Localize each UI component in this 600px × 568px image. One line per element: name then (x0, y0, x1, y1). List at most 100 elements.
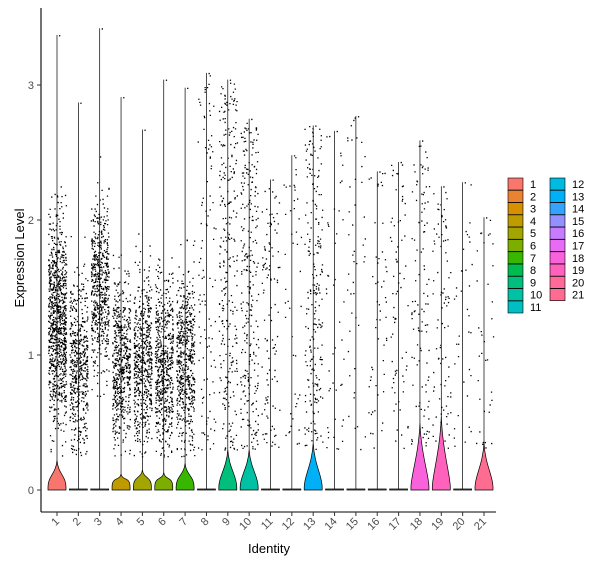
x-tick-label: 18 (408, 516, 425, 533)
x-tick-label: 17 (387, 516, 404, 533)
jitter-points-6 (154, 79, 174, 458)
jitter-points-group-1 (48, 35, 68, 457)
x-tick-label: 8 (199, 516, 212, 529)
jitter-points-9 (218, 79, 239, 451)
legend-key-10 (507, 288, 524, 302)
x-tick-label: 21 (472, 516, 489, 533)
violin-20 (453, 182, 472, 491)
x-tick-label: 19 (429, 516, 446, 533)
x-tick-label: 10 (237, 516, 254, 533)
violin-14 (325, 130, 344, 491)
jitter-points-13 (304, 125, 324, 450)
x-tick-label: 13 (301, 516, 318, 533)
jitter-points-group-5 (133, 129, 153, 458)
x-tick-label: 7 (177, 516, 190, 529)
jitter-points-2 (69, 102, 89, 457)
legend-label-18: 18 (572, 253, 584, 265)
jitter-points-group-12 (283, 155, 303, 445)
x-tick-label: 5 (135, 516, 148, 529)
jitter-points-group-2 (69, 102, 89, 457)
x-axis-title: Identity (248, 541, 290, 556)
violin-13 (303, 125, 323, 491)
jitter-points-21 (476, 217, 495, 449)
violin-18 (410, 140, 430, 491)
legend-label-8: 8 (530, 265, 536, 277)
x-axis: 1 2 3 4 5 6 7 8 9 10 11 12 13 14 15 16 17 18 19 20 21 (41, 511, 496, 533)
legend-label-5: 5 (530, 228, 536, 240)
violin-6 (154, 79, 174, 491)
legend-label-10: 10 (530, 290, 542, 302)
legend-key-6 (507, 239, 524, 252)
jitter-points-group-19 (432, 186, 452, 449)
x-tick-label: 16 (365, 516, 382, 533)
legend-label-12: 12 (572, 179, 584, 191)
legend-label-4: 4 (530, 216, 536, 228)
violin-9 (218, 79, 238, 491)
legend-key-7 (507, 251, 524, 265)
y-tick-label: 2 (28, 215, 34, 227)
violin-3 (90, 28, 110, 491)
x-tick-label: 20 (451, 516, 468, 533)
legend-label-7: 7 (530, 253, 536, 265)
legend-label-20: 20 (572, 277, 584, 289)
jitter-points-14 (325, 130, 345, 450)
jitter-points-group-16 (368, 171, 388, 449)
jitter-points-group-15 (347, 116, 366, 451)
x-tick-label: 4 (113, 516, 126, 529)
violins-layer (47, 28, 494, 491)
y-axis: 0 1 2 3 (28, 8, 42, 512)
legend-key-13 (549, 190, 566, 203)
jitter-points-group-6 (154, 79, 174, 458)
jitter-points-18 (411, 140, 431, 447)
legend-key-18 (549, 251, 566, 265)
x-tick-label: 2 (71, 516, 84, 529)
x-tick-label: 6 (156, 516, 169, 529)
violin-17 (389, 161, 408, 491)
jitter-points-group-3 (90, 28, 110, 398)
violin-10 (239, 118, 259, 491)
jitter-points-10 (240, 118, 260, 450)
jitter-points-1 (48, 35, 68, 457)
legend-label-19: 19 (572, 265, 584, 277)
y-tick-label: 0 (28, 485, 34, 497)
legend-key-3 (507, 202, 524, 215)
jitter-points-group-9 (218, 79, 239, 451)
jitter-points-group-13 (304, 125, 324, 450)
violin-5 (133, 129, 152, 491)
legend-key-20 (549, 276, 566, 289)
legend-key-12 (549, 177, 566, 191)
jitter-points-group-20 (453, 182, 473, 447)
jitter-points-17 (389, 161, 409, 449)
jitter-points-5 (133, 129, 153, 458)
legend-label-16: 16 (572, 228, 584, 240)
violin-4 (111, 97, 131, 491)
violin-19 (431, 186, 451, 491)
violin-7 (175, 87, 195, 491)
legend-key-1 (507, 177, 524, 191)
jitter-points-group-10 (240, 118, 260, 450)
x-tick-label: 9 (220, 516, 233, 529)
legend-label-14: 14 (572, 204, 584, 216)
violin-12 (282, 155, 302, 491)
jitter-points-group-14 (325, 130, 345, 450)
y-tick-label: 3 (28, 80, 34, 92)
legend-key-14 (549, 202, 566, 215)
legend-key-2 (507, 190, 524, 203)
y-axis-title: Expression Level (12, 208, 27, 307)
legend-key-11 (507, 300, 524, 314)
x-tick-label: 11 (259, 516, 276, 533)
jitter-points-layer (48, 28, 495, 458)
jitter-points-15 (347, 116, 366, 451)
jitter-points-7 (176, 87, 196, 458)
jitter-points-19 (432, 186, 452, 449)
legend-key-16 (549, 226, 566, 240)
legend-key-17 (549, 239, 566, 252)
jitter-points-group-18 (411, 140, 431, 447)
violin-2 (69, 102, 88, 491)
legend-key-4 (507, 214, 524, 228)
legend-label-9: 9 (530, 277, 536, 289)
legend-key-21 (549, 288, 566, 302)
x-tick-label: 1 (49, 516, 62, 529)
legend-label-1: 1 (530, 179, 536, 191)
